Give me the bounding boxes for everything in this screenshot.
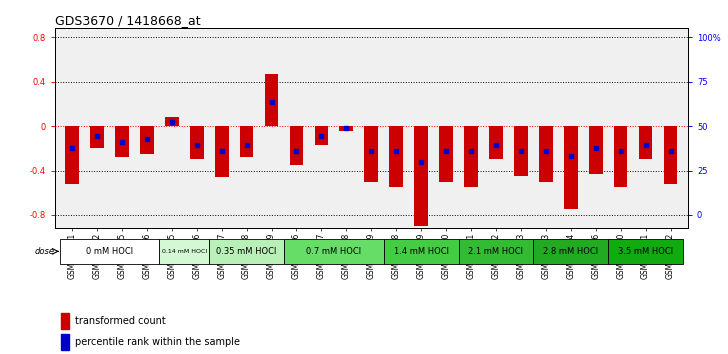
Bar (115, 126, 129, 157)
Bar (61, 313, 69, 329)
Bar (464, 126, 478, 187)
Bar (564, 126, 577, 210)
Bar (60, 239, 159, 264)
Bar (664, 126, 677, 184)
Text: 3.5 mM HOCl: 3.5 mM HOCl (618, 247, 673, 256)
Bar (514, 126, 528, 176)
Text: transformed count: transformed count (75, 316, 165, 326)
Bar (365, 126, 378, 182)
Bar (389, 126, 403, 187)
Bar (159, 239, 209, 264)
Bar (534, 239, 608, 264)
Bar (439, 126, 453, 182)
Text: 0.35 mM HOCl: 0.35 mM HOCl (216, 247, 277, 256)
Text: GDS3670 / 1418668_at: GDS3670 / 1418668_at (55, 14, 200, 27)
Bar (414, 126, 428, 226)
Bar (290, 126, 304, 165)
Text: 0 mM HOCl: 0 mM HOCl (86, 247, 133, 256)
Bar (90, 126, 104, 148)
Text: 0.7 mM HOCl: 0.7 mM HOCl (306, 247, 361, 256)
Bar (459, 239, 534, 264)
Text: 2.8 mM HOCl: 2.8 mM HOCl (543, 247, 598, 256)
Bar (489, 126, 503, 159)
Bar (539, 126, 553, 182)
Bar (215, 126, 229, 177)
Text: percentile rank within the sample: percentile rank within the sample (75, 337, 240, 348)
Text: dose: dose (35, 247, 55, 256)
Bar (339, 126, 353, 131)
Bar (209, 239, 284, 264)
Bar (265, 74, 278, 126)
Bar (240, 126, 253, 157)
Bar (614, 126, 628, 187)
Text: 2.1 mM HOCl: 2.1 mM HOCl (468, 247, 523, 256)
Bar (589, 126, 603, 174)
Text: 1.4 mM HOCl: 1.4 mM HOCl (394, 247, 448, 256)
Bar (140, 126, 154, 154)
Bar (608, 239, 683, 264)
Bar (314, 126, 328, 145)
Bar (61, 334, 69, 350)
Bar (165, 117, 178, 126)
Bar (384, 239, 459, 264)
Bar (638, 126, 652, 159)
Text: 0.14 mM HOCl: 0.14 mM HOCl (162, 249, 207, 254)
Bar (66, 126, 79, 184)
Bar (190, 126, 204, 159)
Bar (284, 239, 384, 264)
